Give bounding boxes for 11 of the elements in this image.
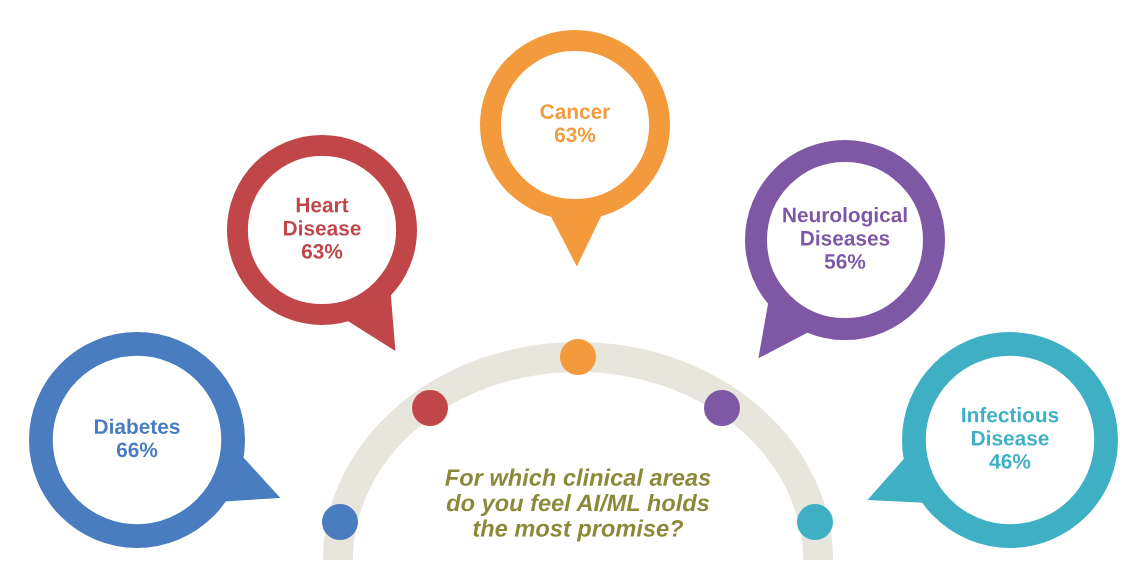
data-label: 63% <box>301 244 343 259</box>
text: For which clinical areas do you feel AI/ML holds the most promise? <box>445 468 711 542</box>
category-label: Infectious Disease <box>962 407 1059 446</box>
category-label: Diabetes <box>94 418 180 434</box>
data-label: 46% <box>989 454 1031 469</box>
data-label: 66% <box>116 442 158 458</box>
category-label: Neurological Diseases <box>783 207 907 246</box>
category-label: Cancer <box>540 104 611 119</box>
data-label: 63% <box>554 127 596 143</box>
category-label: Heart Disease <box>284 197 361 236</box>
data-label: 56% <box>824 254 866 269</box>
